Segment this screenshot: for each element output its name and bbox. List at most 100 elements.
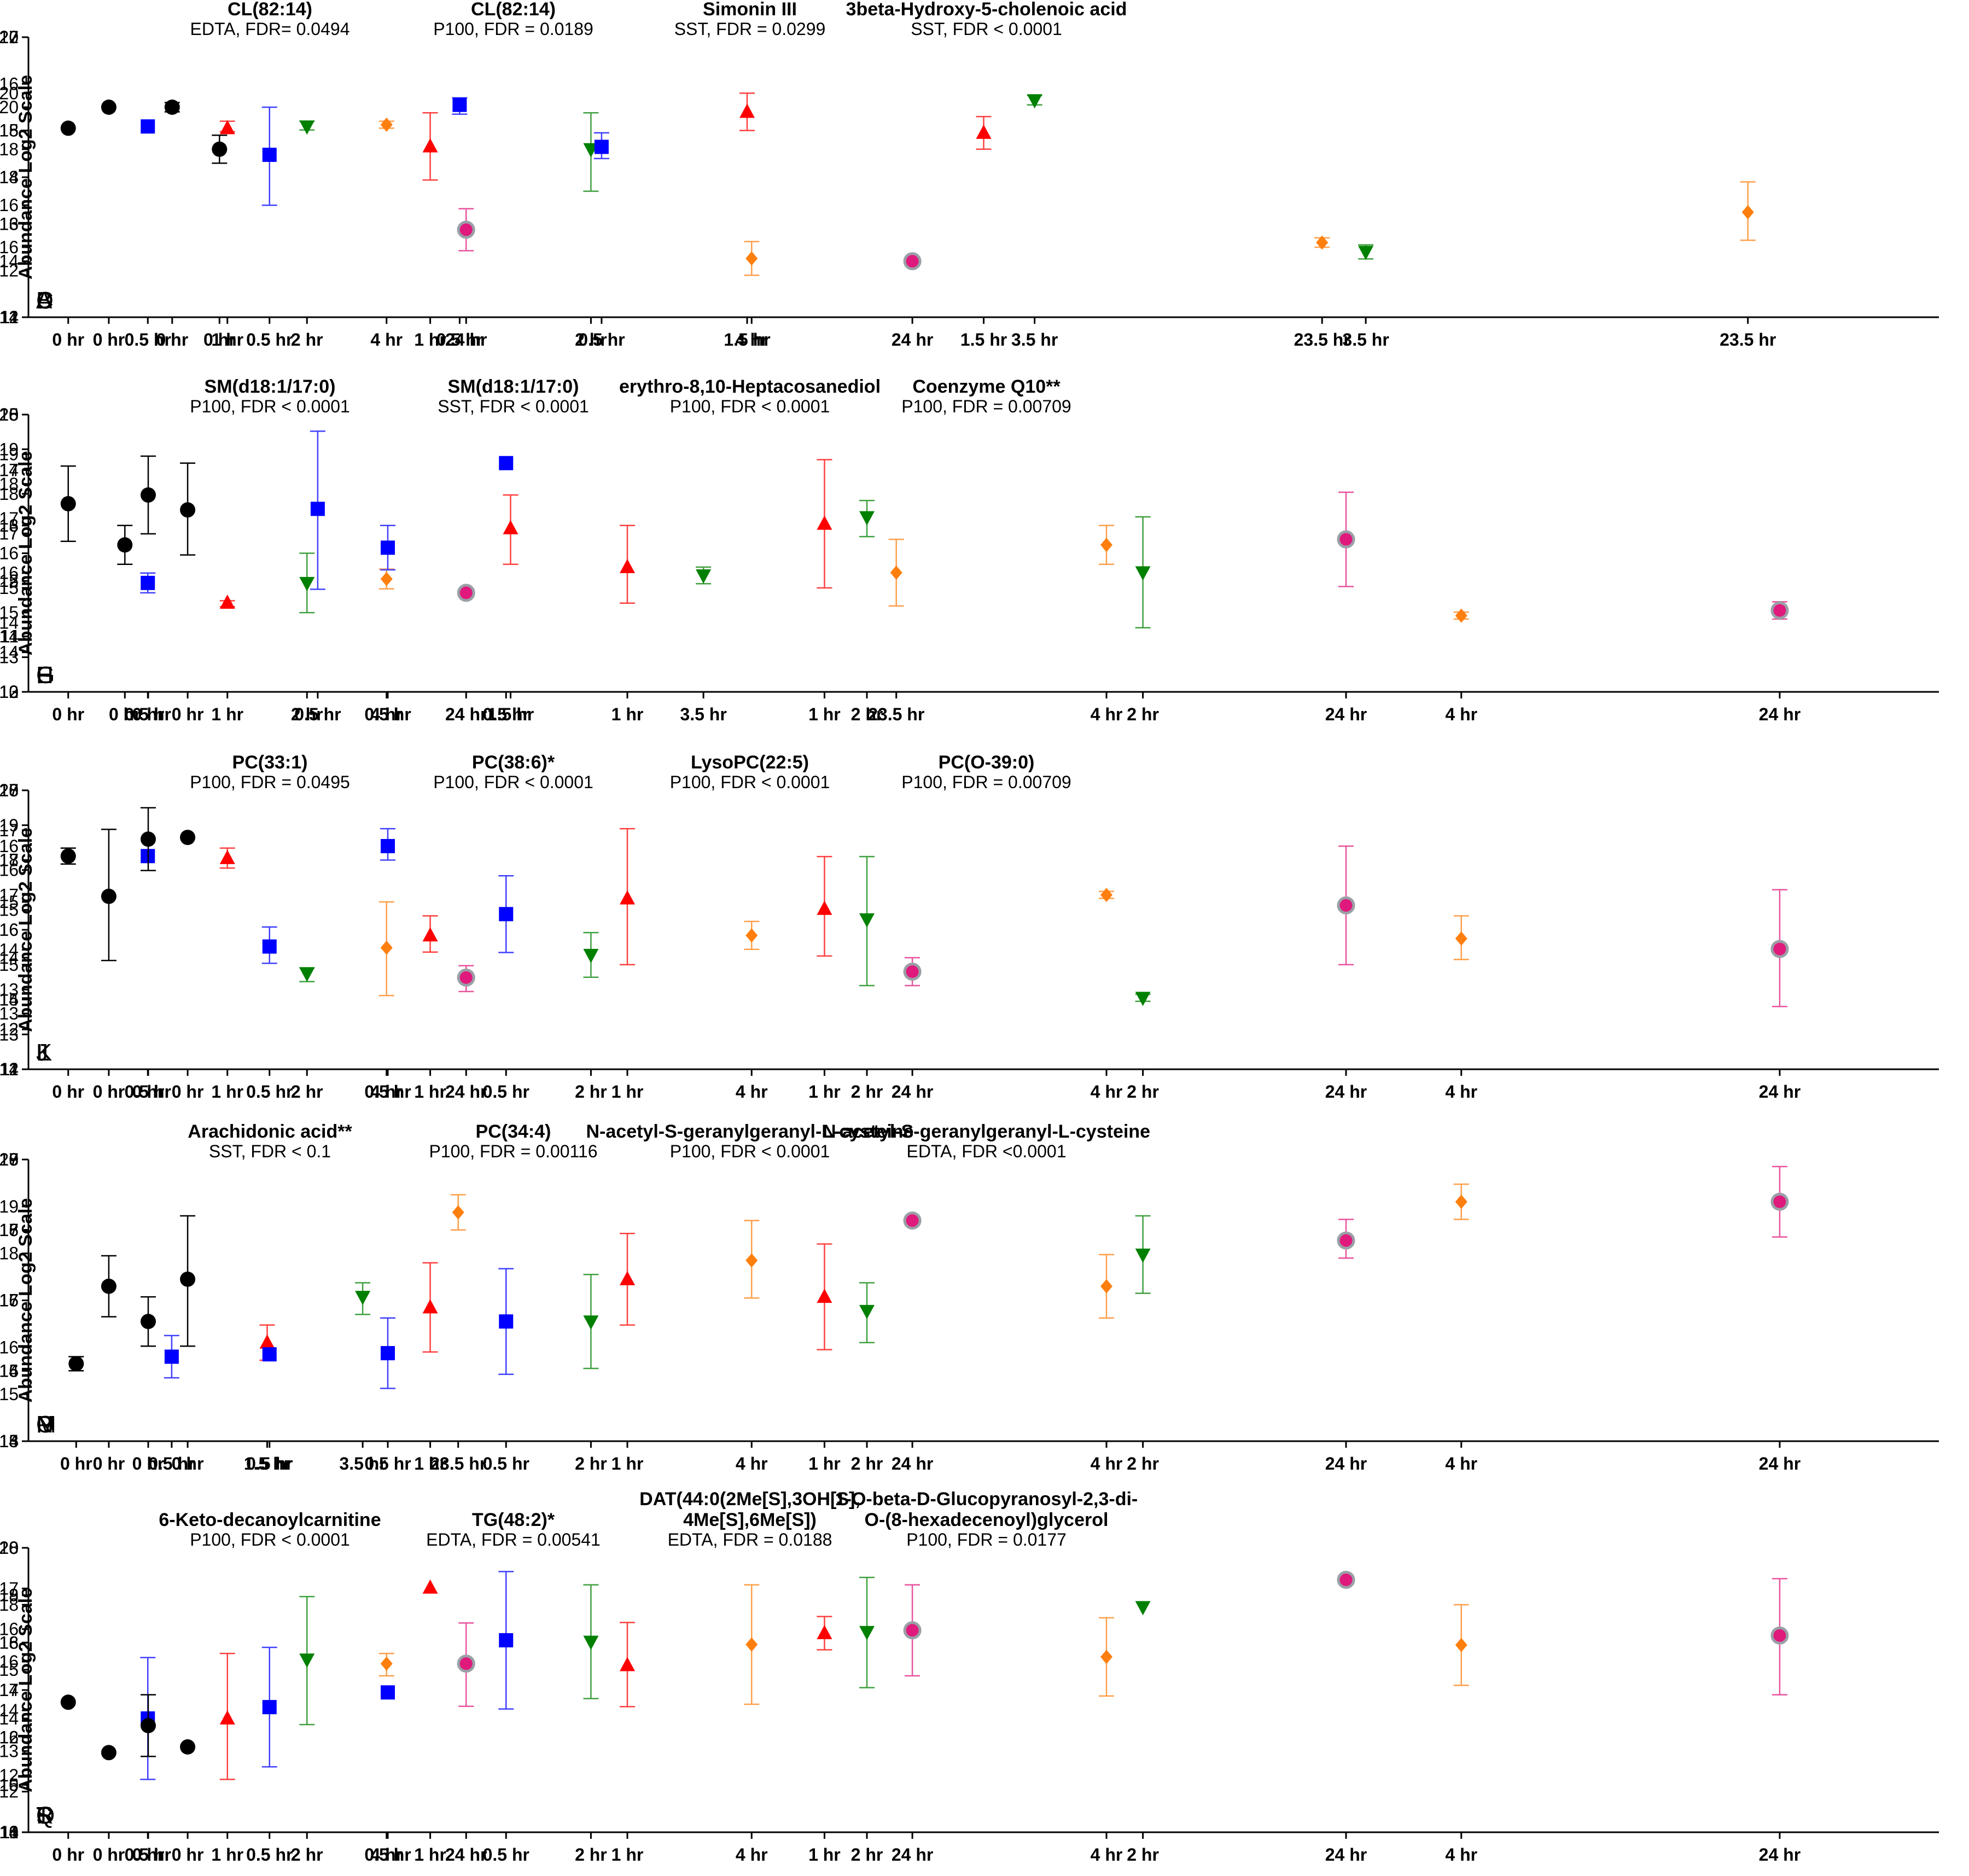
x-tick-label: 2 hr xyxy=(851,704,883,724)
panel-subtitle: P100, FDR < 0.0001 xyxy=(670,1141,830,1161)
data-point xyxy=(903,252,922,271)
x-tick-label: 1.5 hr xyxy=(487,704,534,724)
panel-subtitle: P100, FDR < 0.0001 xyxy=(190,1530,350,1549)
x-tick-label: 1 hr xyxy=(414,1845,446,1865)
x-tick-label: 24 hr xyxy=(892,1082,933,1102)
data-point xyxy=(380,118,393,132)
y-tick-label: 12 xyxy=(0,571,19,591)
data-point xyxy=(101,1745,116,1761)
x-tick-label: 24 hr xyxy=(892,1454,933,1473)
y-tick-label: 12 xyxy=(0,1782,19,1802)
y-tick-label: 17 xyxy=(0,1578,19,1598)
x-tick-label: 0 hr xyxy=(172,1082,204,1102)
panel-title: 6-Keto-decanoylcarnitine xyxy=(159,1510,381,1530)
data-point xyxy=(1337,896,1355,914)
x-tick-label: 2 hr xyxy=(1127,704,1159,724)
data-point xyxy=(1455,1638,1467,1652)
data-point xyxy=(117,537,133,553)
panel-title: erythro-8,10-Heptacosanediol xyxy=(619,376,881,397)
y-tick-label: 18 xyxy=(0,1150,19,1169)
y-tick-label: 19 xyxy=(0,444,19,464)
x-tick-label: 0.5 hr xyxy=(246,1082,293,1102)
panel-title: SM(d18:1/17:0) xyxy=(448,376,579,397)
panel-title: 4Me[S],6Me[S]) xyxy=(683,1510,817,1530)
panel-letter: D xyxy=(36,287,54,314)
data-point xyxy=(859,511,875,526)
x-tick-label: 2 hr xyxy=(1127,1082,1159,1102)
y-tick-label: 17 xyxy=(0,460,19,480)
panel-subtitle: EDTA, FDR <0.0001 xyxy=(907,1141,1067,1161)
data-point xyxy=(499,1314,514,1329)
x-tick-label: 0 hr xyxy=(60,1454,92,1473)
data-point xyxy=(141,831,156,847)
x-tick-label: 1 hr xyxy=(808,704,841,724)
panel-subtitle: P100, FDR < 0.0001 xyxy=(670,772,830,792)
y-tick-label: 18 xyxy=(0,1244,19,1263)
data-point xyxy=(141,1314,156,1330)
x-tick-label: 23.5 hr xyxy=(430,1454,486,1473)
y-tick-label: 18 xyxy=(0,474,19,494)
y-tick-label: 19 xyxy=(0,1197,19,1216)
y-tick-label: 15 xyxy=(0,1361,19,1380)
y-tick-label: 16 xyxy=(0,1652,19,1671)
y-tick-label: 12 xyxy=(0,1728,19,1747)
data-point xyxy=(817,515,832,530)
y-tick-label: 18 xyxy=(0,1538,19,1558)
x-tick-label: 2 hr xyxy=(291,1845,323,1865)
panel-letter: S xyxy=(36,1802,52,1829)
panel-title: N-acetyl-S-geranylgeranyl-L-cysteine xyxy=(823,1121,1150,1142)
y-tick-label: 16 xyxy=(0,214,19,234)
panel-title: CL(82:14) xyxy=(228,0,312,20)
y-tick-label: 11 xyxy=(1,1059,19,1079)
y-tick-label: 15 xyxy=(0,990,19,1010)
panel-letter: C xyxy=(36,287,54,314)
y-tick-label: 16 xyxy=(0,1361,19,1380)
data-point xyxy=(457,968,475,987)
y-tick-label: 14 xyxy=(0,460,19,480)
panel-p: N-acetyl-S-geranylgeranyl-L-cysteineEDTA… xyxy=(0,1121,1939,1473)
y-tick-label: 13 xyxy=(0,1024,19,1044)
y-tick-label: 14 xyxy=(0,940,19,959)
x-tick-label: 0 hr xyxy=(93,1845,125,1865)
panel-h: Coenzyme Q10**P100, FDR = 0.007091213141… xyxy=(0,376,1939,724)
data-point xyxy=(1337,1231,1355,1250)
panel-t: 1-O-beta-D-Glucopyranosyl-2,3-di-O-(8-he… xyxy=(0,1489,1939,1865)
x-tick-label: 2 hr xyxy=(851,1845,883,1865)
y-tick-label: 12 xyxy=(0,1019,19,1039)
y-tick-label: 13 xyxy=(0,648,19,667)
data-point xyxy=(1027,94,1042,109)
y-tick-label: 16 xyxy=(0,1619,19,1639)
y-tick-label: 18 xyxy=(0,1633,19,1652)
y-tick-label: 10 xyxy=(0,682,19,702)
y-tick-label: 22 xyxy=(0,27,19,47)
y-tick-label: 18 xyxy=(0,780,19,800)
y-tick-label: 16 xyxy=(0,1220,19,1240)
y-tick-label: 16 xyxy=(0,516,19,535)
x-tick-label: 1 hr xyxy=(414,1454,446,1473)
y-tick-label: 19 xyxy=(0,1150,19,1169)
data-point xyxy=(620,1271,635,1285)
data-point xyxy=(381,1685,395,1700)
y-tick-label: 19 xyxy=(0,815,19,835)
panel-title: Arachidonic acid** xyxy=(188,1121,352,1142)
x-tick-label: 0.5 hr xyxy=(364,1454,411,1473)
data-point xyxy=(1135,566,1151,581)
data-point xyxy=(101,1278,116,1294)
y-tick-label: 11 xyxy=(1,627,19,646)
data-point xyxy=(180,502,196,518)
data-point xyxy=(739,103,755,118)
x-tick-label: 24 hr xyxy=(892,1845,933,1865)
data-point xyxy=(903,1621,922,1640)
y-tick-label: 12 xyxy=(0,307,19,327)
x-tick-label: 24 hr xyxy=(445,330,487,349)
data-point xyxy=(499,1633,514,1647)
data-point xyxy=(259,1334,275,1349)
x-tick-label: 0 hr xyxy=(132,1454,165,1473)
y-tick-label: 14 xyxy=(0,307,19,327)
y-tick-label: 16 xyxy=(0,860,19,880)
y-tick-label: 14 xyxy=(0,948,19,968)
panel-j: PC(38:6)*P100, FDR < 0.00011213141516170… xyxy=(0,752,993,1102)
